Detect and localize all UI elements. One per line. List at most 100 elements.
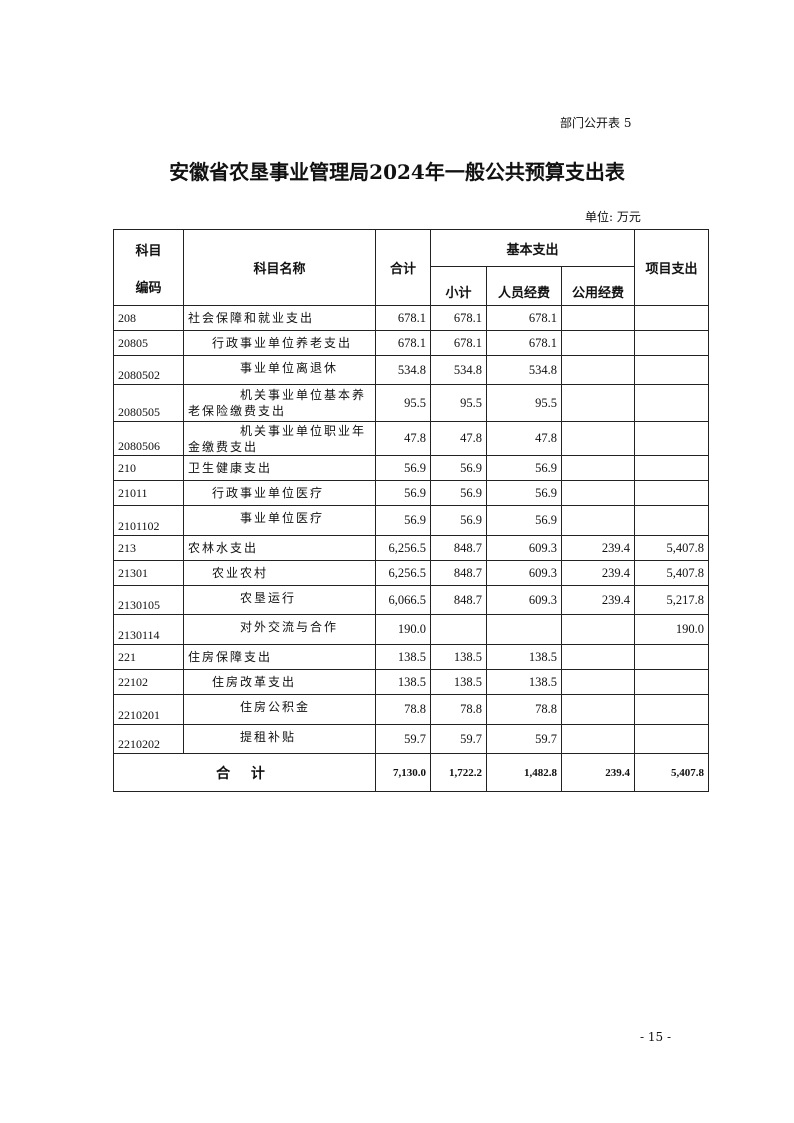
- header-public: 公用经费: [560, 266, 636, 306]
- row-name: 机关事业单位职业年金缴费支出: [183, 421, 376, 456]
- row-public: 239.4: [560, 535, 636, 561]
- row-personnel: 609.3: [486, 585, 562, 615]
- row-code: 210: [113, 455, 184, 481]
- row-total: 534.8: [375, 355, 431, 385]
- row-total: 6,256.5: [375, 560, 431, 586]
- header-personnel: 人员经费: [486, 266, 562, 306]
- row-subtotal: 59.7: [430, 724, 487, 754]
- row-project: [634, 644, 710, 670]
- row-subtotal: 534.8: [430, 355, 487, 385]
- row-code: 22102: [113, 669, 184, 695]
- row-name: 行政事业单位养老支出: [183, 330, 376, 356]
- table-row: 21301 农业农村 6,256.5 848.7 609.3 239.4 5,407.8: [113, 560, 710, 586]
- row-name: 农林水支出: [183, 535, 376, 561]
- header-project: 项目支出: [634, 229, 710, 306]
- row-name: 农垦运行: [183, 585, 376, 615]
- row-name: 提租补贴: [183, 724, 376, 754]
- table-row: 2080506 机关事业单位职业年金缴费支出 47.8 47.8 47.8: [113, 421, 710, 456]
- row-personnel: 56.9: [486, 480, 562, 506]
- row-personnel: 678.1: [486, 305, 562, 331]
- table-row: 213 农林水支出 6,256.5 848.7 609.3 239.4 5,407.8: [113, 535, 710, 561]
- row-name: 行政事业单位医疗: [183, 480, 376, 506]
- row-name: 卫生健康支出: [183, 455, 376, 481]
- row-personnel: 138.5: [486, 644, 562, 670]
- row-project: [634, 384, 710, 422]
- row-code: 2210202: [113, 724, 184, 754]
- row-public: [560, 305, 636, 331]
- table-body: 208 社会保障和就业支出 678.1 678.1 678.1 20805 行政事业单位养老…: [113, 305, 710, 754]
- row-code: 2080505: [113, 384, 184, 422]
- row-public: [560, 724, 636, 754]
- row-code: 2130105: [113, 585, 184, 615]
- row-subtotal: [430, 614, 487, 645]
- grand-total-subtotal: 1,722.2: [430, 753, 487, 792]
- row-project: [634, 724, 710, 754]
- row-public: 239.4: [560, 585, 636, 615]
- row-public: [560, 669, 636, 695]
- row-code: 221: [113, 644, 184, 670]
- row-total: 6,066.5: [375, 585, 431, 615]
- row-name: 社会保障和就业支出: [183, 305, 376, 331]
- row-name: 机关事业单位基本养老保险缴费支出: [183, 384, 376, 422]
- row-subtotal: 78.8: [430, 694, 487, 725]
- row-project: 5,407.8: [634, 560, 710, 586]
- form-number: 部门公开表 5: [560, 116, 632, 130]
- row-subtotal: 848.7: [430, 560, 487, 586]
- row-project: [634, 669, 710, 695]
- table-row: 2210201 住房公积金 78.8 78.8 78.8: [113, 694, 710, 725]
- table-row: 210 卫生健康支出 56.9 56.9 56.9: [113, 455, 710, 481]
- row-total: 678.1: [375, 330, 431, 356]
- page-number: - 15 -: [640, 1030, 672, 1044]
- row-public: [560, 330, 636, 356]
- header-code-top: 科目: [135, 243, 162, 259]
- page-title: 安徽省农垦事业管理局2024年一般公共预算支出表: [169, 160, 625, 184]
- row-total: 78.8: [375, 694, 431, 725]
- row-subtotal: 848.7: [430, 535, 487, 561]
- table-row: 21011 行政事业单位医疗 56.9 56.9 56.9: [113, 480, 710, 506]
- row-subtotal: 95.5: [430, 384, 487, 422]
- row-subtotal: 47.8: [430, 421, 487, 456]
- row-personnel: 609.3: [486, 535, 562, 561]
- header-basic: 基本支出: [429, 229, 636, 267]
- row-total: 47.8: [375, 421, 431, 456]
- row-project: [634, 355, 710, 385]
- budget-table: 科目 编码 科目名称 合计 基本支出 项目支出 小计 人员经费 公用经费 208 社…: [113, 229, 710, 792]
- header-total: 合计: [375, 229, 431, 306]
- row-project: 190.0: [634, 614, 710, 645]
- row-public: [560, 355, 636, 385]
- grand-total-row: 合 计 7,130.0 1,722.2 1,482.8 239.4 5,407.…: [113, 753, 710, 792]
- row-project: [634, 305, 710, 331]
- row-public: [560, 421, 636, 456]
- row-total: 678.1: [375, 305, 431, 331]
- row-project: 5,407.8: [634, 535, 710, 561]
- row-personnel: 534.8: [486, 355, 562, 385]
- grand-total-label: 合 计: [113, 753, 376, 792]
- table-row: 22102 住房改革支出 138.5 138.5 138.5: [113, 669, 710, 695]
- row-project: [634, 421, 710, 456]
- row-personnel: 138.5: [486, 669, 562, 695]
- row-personnel: [486, 614, 562, 645]
- table-row: 2080502 事业单位离退休 534.8 534.8 534.8: [113, 355, 710, 385]
- row-personnel: 609.3: [486, 560, 562, 586]
- grand-total-personnel: 1,482.8: [486, 753, 562, 792]
- row-code: 21011: [113, 480, 184, 506]
- row-subtotal: 56.9: [430, 505, 487, 536]
- row-name: 对外交流与合作: [183, 614, 376, 645]
- row-total: 138.5: [375, 669, 431, 695]
- row-subtotal: 56.9: [430, 480, 487, 506]
- row-name: 住房保障支出: [183, 644, 376, 670]
- row-public: [560, 455, 636, 481]
- row-subtotal: 848.7: [430, 585, 487, 615]
- row-total: 59.7: [375, 724, 431, 754]
- row-total: 56.9: [375, 455, 431, 481]
- row-code: 20805: [113, 330, 184, 356]
- table-row: 2130105 农垦运行 6,066.5 848.7 609.3 239.4 5,217.8: [113, 585, 710, 615]
- row-public: [560, 480, 636, 506]
- row-subtotal: 678.1: [430, 330, 487, 356]
- row-subtotal: 138.5: [430, 644, 487, 670]
- row-total: 56.9: [375, 505, 431, 536]
- row-name: 住房改革支出: [183, 669, 376, 695]
- grand-total-project: 5,407.8: [634, 753, 710, 792]
- row-total: 95.5: [375, 384, 431, 422]
- unit-label: 单位: 万元: [585, 210, 641, 224]
